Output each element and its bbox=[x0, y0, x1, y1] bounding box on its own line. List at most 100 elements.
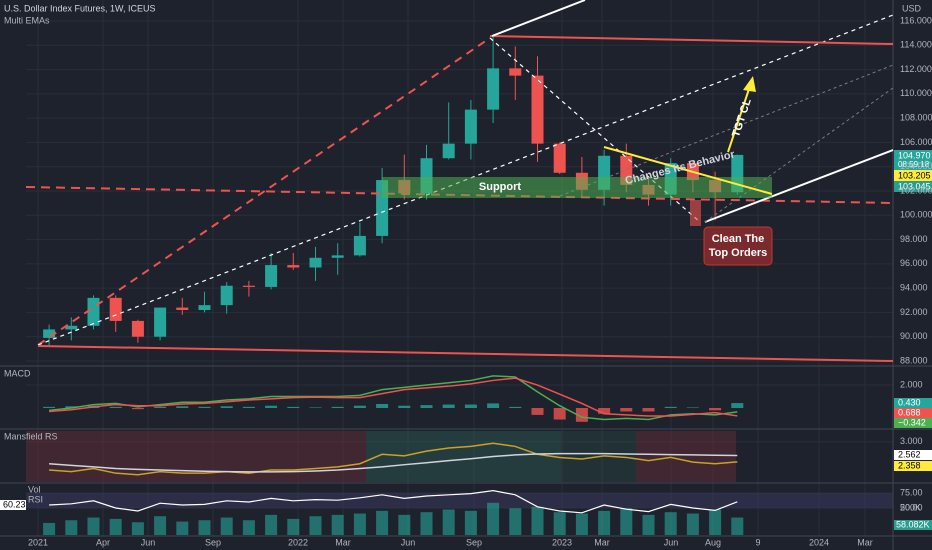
volume-bar bbox=[287, 518, 300, 535]
volume-bar bbox=[487, 502, 500, 535]
channel-line bbox=[37, 345, 894, 362]
level-line bbox=[25, 186, 894, 204]
volume-bar bbox=[509, 508, 522, 535]
x-tick-label: Mar bbox=[335, 537, 351, 547]
histogram-bar bbox=[220, 406, 233, 409]
volume-bar bbox=[176, 521, 189, 535]
pane-title: MACD bbox=[4, 368, 31, 378]
histogram-bar bbox=[686, 407, 699, 409]
volume-bar bbox=[420, 512, 433, 535]
channel-line bbox=[489, 35, 894, 45]
y-tick-label: 92.000 bbox=[900, 307, 928, 317]
y-tick-label: 102.000 bbox=[900, 185, 932, 195]
candle-body bbox=[309, 257, 322, 268]
y-tick-label: 100.000 bbox=[900, 210, 932, 220]
candle-body bbox=[154, 307, 167, 337]
indicator-line bbox=[49, 442, 738, 476]
price-label-text: 103.205 bbox=[898, 170, 931, 180]
value-label-text: 58.082K bbox=[896, 519, 930, 529]
y-tick-label: 96.000 bbox=[900, 258, 928, 268]
price-label bbox=[894, 150, 932, 170]
rs-zone bbox=[636, 431, 736, 482]
x-tick-label: Jun bbox=[141, 537, 156, 547]
histogram-bar bbox=[43, 406, 56, 409]
histogram-bar bbox=[598, 408, 611, 414]
rs-zone bbox=[26, 431, 366, 482]
volume-bar bbox=[398, 514, 411, 535]
price-label-text: 104.970 bbox=[898, 150, 931, 160]
volume-bar bbox=[131, 522, 144, 535]
volume-bar bbox=[220, 517, 233, 535]
annotation: Clean The bbox=[712, 233, 765, 245]
x-tick-label: Mar bbox=[857, 537, 873, 547]
trend-line bbox=[491, 0, 586, 37]
histogram-bar bbox=[553, 408, 566, 420]
value-label bbox=[894, 408, 932, 418]
volume-bar bbox=[531, 506, 544, 535]
volume-bar bbox=[87, 517, 100, 535]
histogram-bar bbox=[709, 408, 722, 411]
volume-bar bbox=[154, 516, 167, 535]
x-tick-label: 2022 bbox=[288, 537, 308, 547]
pane-title: Mansfield RS bbox=[4, 431, 58, 441]
x-tick-label: Jun bbox=[401, 537, 416, 547]
volume-bar bbox=[731, 517, 744, 535]
x-tick-label: 2023 bbox=[552, 537, 572, 547]
y-tick-label: 50.00 bbox=[900, 502, 923, 512]
candle-body bbox=[509, 68, 522, 76]
histogram-bar bbox=[575, 408, 588, 422]
volume-bar bbox=[620, 508, 633, 535]
trend-line bbox=[704, 149, 894, 223]
histogram-bar bbox=[353, 405, 366, 409]
y-tick-label: 114.000 bbox=[900, 40, 932, 50]
volume-bar bbox=[686, 513, 699, 535]
title: U.S. Dollar Index Futures, 1W, ICEUS bbox=[4, 3, 156, 13]
currency: USD bbox=[902, 3, 922, 13]
histogram-bar bbox=[376, 403, 389, 409]
candle-body bbox=[464, 109, 477, 144]
histogram-bar bbox=[309, 407, 322, 409]
histogram-bar bbox=[265, 405, 278, 409]
volume-bar bbox=[709, 509, 722, 535]
volume-bar bbox=[664, 512, 677, 535]
y-tick-label: 3.000 bbox=[900, 436, 923, 446]
histogram-bar bbox=[642, 408, 655, 412]
histogram-bar bbox=[509, 406, 522, 409]
x-tick-label: Apr bbox=[96, 537, 110, 547]
y-tick-label: 2.000 bbox=[900, 379, 923, 389]
volume-bar bbox=[642, 514, 655, 535]
volume-bar bbox=[575, 513, 588, 535]
x-tick-label: Sep bbox=[466, 537, 482, 547]
volume-bar bbox=[331, 514, 344, 535]
histogram-bar bbox=[109, 406, 122, 409]
volume-bar bbox=[598, 510, 611, 535]
histogram-bar bbox=[242, 406, 255, 409]
volume-bar bbox=[309, 516, 322, 535]
y-tick-label: 88.000 bbox=[900, 355, 928, 365]
histogram-bar bbox=[131, 408, 144, 410]
volume-bar bbox=[442, 509, 455, 535]
trend-line bbox=[603, 146, 773, 195]
x-tick-label: 9 bbox=[755, 537, 760, 547]
histogram-bar bbox=[620, 408, 633, 412]
volume-bar bbox=[265, 514, 278, 535]
y-tick-label: 104.000 bbox=[900, 161, 932, 171]
arrow-head bbox=[743, 76, 756, 92]
value-label bbox=[894, 520, 932, 530]
note-box bbox=[703, 226, 773, 266]
value-label-text: 60.23 bbox=[3, 499, 26, 509]
candle-body bbox=[353, 235, 366, 256]
y-tick-label: 108.000 bbox=[900, 113, 932, 123]
annotation: Support bbox=[479, 181, 521, 193]
value-label-text: 2.562 bbox=[898, 449, 921, 459]
x-tick-label: Mar bbox=[594, 537, 610, 547]
volume-bar bbox=[109, 518, 122, 535]
volume-bar bbox=[65, 520, 78, 535]
histogram-bar bbox=[65, 406, 78, 409]
volume-bar bbox=[376, 510, 389, 535]
candle-body bbox=[176, 307, 189, 310]
y-tick-label: 106.000 bbox=[900, 137, 932, 147]
candle-body bbox=[553, 143, 566, 173]
annotation: Top Orders bbox=[709, 247, 767, 259]
target-arrow bbox=[727, 85, 751, 153]
